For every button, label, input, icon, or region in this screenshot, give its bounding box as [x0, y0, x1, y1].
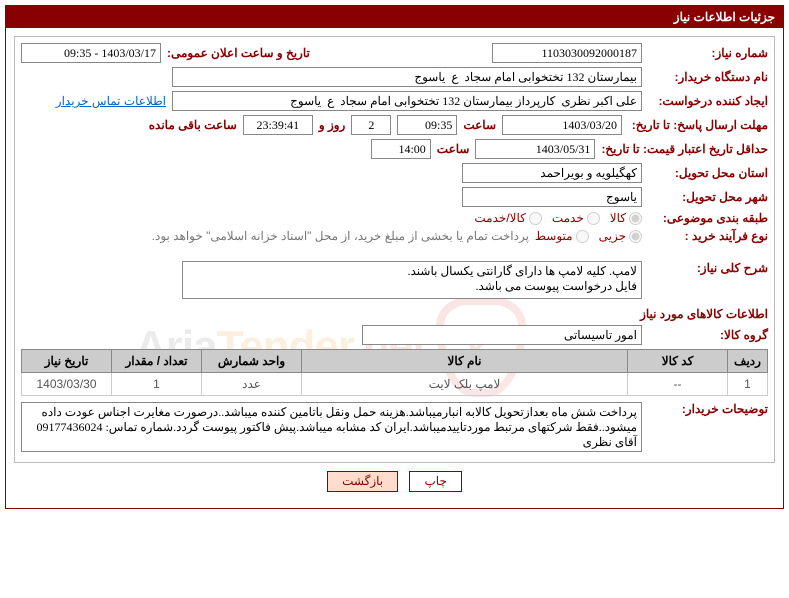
- subject-opt-service[interactable]: خدمت: [552, 211, 600, 225]
- buyer-notes-textarea: [21, 402, 642, 452]
- items-table: ردیف کد کالا نام کالا واحد شمارش تعداد /…: [21, 349, 768, 396]
- general-desc-textarea: [182, 261, 642, 299]
- announce-label: تاریخ و ساعت اعلان عمومی:: [167, 46, 310, 60]
- cell-name: لامپ بلک لایت: [302, 373, 628, 396]
- th-unit: واحد شمارش: [202, 350, 302, 373]
- purchase-opt-medium[interactable]: متوسط: [535, 229, 589, 243]
- subject-opt-both[interactable]: کالا/خدمت: [474, 211, 541, 225]
- purchase-type-label: نوع فرآیند خرید :: [648, 229, 768, 243]
- cell-date: 1403/03/30: [22, 373, 112, 396]
- requester-field: [172, 91, 642, 111]
- purchase-radio-group: جزیی متوسط: [535, 229, 642, 243]
- purchase-opt-minor[interactable]: جزیی: [599, 229, 642, 243]
- remaining-label: ساعت باقی مانده: [149, 118, 237, 132]
- time-label-1: ساعت: [463, 118, 496, 132]
- goods-group-field: [362, 325, 642, 345]
- need-no-label: شماره نیاز:: [648, 46, 768, 60]
- cell-unit: عدد: [202, 373, 302, 396]
- time-remaining-field: [243, 115, 313, 135]
- goods-info-subtitle: اطلاعات کالاهای مورد نیاز: [21, 307, 768, 321]
- requester-label: ایجاد کننده درخواست:: [648, 94, 768, 108]
- province-label: استان محل تحویل:: [648, 166, 768, 180]
- city-label: شهر محل تحویل:: [648, 190, 768, 204]
- need-no-field: [492, 43, 642, 63]
- th-date: تاریخ نیاز: [22, 350, 112, 373]
- days-and-label: روز و: [319, 118, 346, 132]
- return-button[interactable]: بازگشت: [327, 471, 398, 492]
- buyer-contact-link[interactable]: اطلاعات تماس خریدار: [56, 94, 166, 108]
- th-qty: تعداد / مقدار: [112, 350, 202, 373]
- table-row: 1 -- لامپ بلک لایت عدد 1 1403/03/30: [22, 373, 768, 396]
- print-button[interactable]: چاپ: [409, 471, 461, 492]
- purchase-desc-text: پرداخت تمام یا بخشی از مبلغ خرید، از محل…: [152, 229, 529, 243]
- province-field: [462, 163, 642, 183]
- cell-code: --: [628, 373, 728, 396]
- th-code: کد کالا: [628, 350, 728, 373]
- general-desc-label: شرح کلی نیاز:: [648, 261, 768, 275]
- cell-qty: 1: [112, 373, 202, 396]
- th-row: ردیف: [728, 350, 768, 373]
- reply-deadline-label: مهلت ارسال پاسخ: تا تاریخ:: [628, 118, 768, 132]
- goods-group-label: گروه کالا:: [648, 328, 768, 342]
- subject-radio-group: کالا خدمت کالا/خدمت: [474, 211, 642, 225]
- buyer-notes-label: توضیحات خریدار:: [648, 402, 768, 416]
- cell-row: 1: [728, 373, 768, 396]
- time-label-2: ساعت: [437, 142, 470, 156]
- th-name: نام کالا: [302, 350, 628, 373]
- city-field: [462, 187, 642, 207]
- price-date-field: [475, 139, 595, 159]
- details-panel: جزئیات اطلاعات نیاز AriaTender.net شماره…: [5, 5, 784, 509]
- reply-time-field: [397, 115, 457, 135]
- panel-title: جزئیات اطلاعات نیاز: [6, 6, 783, 28]
- reply-date-field: [502, 115, 622, 135]
- price-time-field: [371, 139, 431, 159]
- subject-opt-goods[interactable]: کالا: [610, 211, 642, 225]
- buyer-org-label: نام دستگاه خریدار:: [648, 70, 768, 84]
- price-validity-label: حداقل تاریخ اعتبار قیمت: تا تاریخ:: [601, 142, 768, 156]
- days-remaining-field: [351, 115, 391, 135]
- buyer-org-field: [172, 67, 642, 87]
- subject-class-label: طبقه بندی موضوعی:: [648, 211, 768, 225]
- announce-field: [21, 43, 161, 63]
